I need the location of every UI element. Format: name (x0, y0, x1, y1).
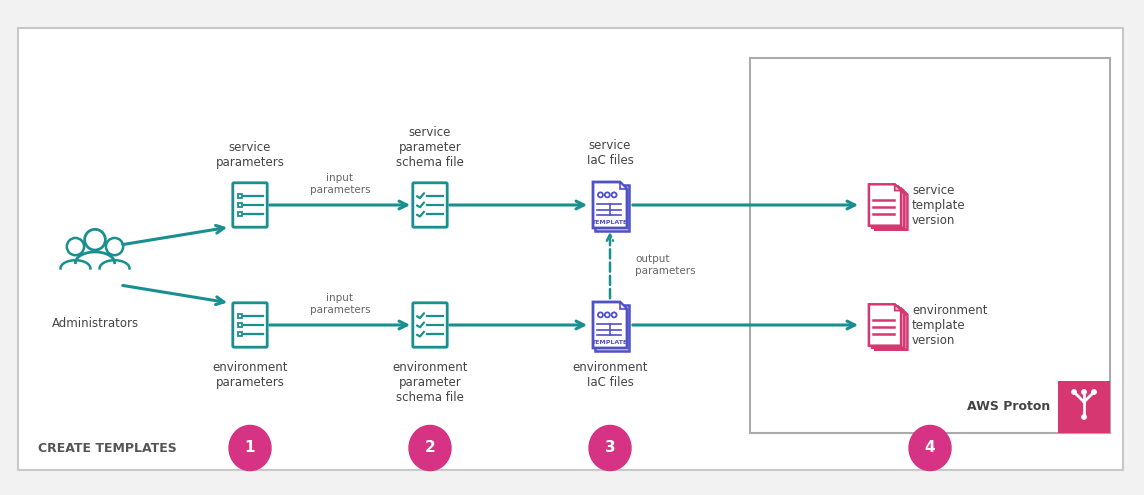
FancyBboxPatch shape (750, 58, 1110, 433)
Bar (238, 323, 243, 327)
Text: service
template
version: service template version (912, 184, 966, 227)
Circle shape (1082, 390, 1086, 394)
Text: environment
template
version: environment template version (912, 303, 987, 346)
Bar (238, 194, 243, 198)
Polygon shape (620, 302, 627, 309)
Ellipse shape (229, 425, 271, 471)
Text: 3: 3 (605, 441, 615, 455)
Circle shape (85, 229, 105, 250)
Circle shape (605, 193, 610, 198)
Bar (238, 212, 243, 216)
Text: 4: 4 (924, 441, 936, 455)
Polygon shape (895, 184, 901, 191)
Circle shape (598, 312, 603, 317)
Circle shape (605, 312, 610, 317)
Polygon shape (869, 184, 901, 226)
Circle shape (612, 193, 617, 198)
Text: environment
IaC files: environment IaC files (572, 361, 648, 389)
Ellipse shape (410, 425, 451, 471)
Polygon shape (875, 188, 907, 230)
Polygon shape (898, 306, 904, 313)
Text: environment
parameter
schema file: environment parameter schema file (392, 361, 468, 404)
Circle shape (1082, 415, 1086, 419)
Text: Administrators: Administrators (51, 317, 138, 330)
Text: service
parameters: service parameters (215, 141, 285, 169)
Ellipse shape (589, 425, 631, 471)
FancyBboxPatch shape (413, 183, 447, 227)
Circle shape (1091, 390, 1096, 394)
Polygon shape (901, 308, 907, 315)
Circle shape (598, 193, 603, 198)
FancyBboxPatch shape (232, 183, 268, 227)
Text: input
parameters: input parameters (310, 294, 371, 315)
Polygon shape (875, 308, 907, 350)
Polygon shape (869, 304, 901, 346)
Text: output
parameters: output parameters (635, 254, 696, 276)
Polygon shape (872, 187, 904, 228)
Circle shape (612, 312, 617, 317)
Polygon shape (872, 306, 904, 348)
Text: TEMPLATE: TEMPLATE (590, 340, 627, 345)
Text: CREATE TEMPLATES: CREATE TEMPLATES (38, 442, 177, 454)
Polygon shape (596, 185, 629, 231)
Text: service
IaC files: service IaC files (587, 139, 634, 167)
FancyBboxPatch shape (232, 303, 268, 347)
Polygon shape (620, 182, 627, 189)
Polygon shape (898, 187, 904, 193)
Bar (238, 314, 243, 318)
Polygon shape (593, 302, 627, 348)
Polygon shape (593, 182, 627, 228)
FancyBboxPatch shape (18, 28, 1123, 470)
Polygon shape (596, 304, 629, 350)
Polygon shape (901, 188, 907, 195)
Text: service
parameter
schema file: service parameter schema file (396, 126, 464, 169)
Text: 1: 1 (245, 441, 255, 455)
Bar (238, 203, 243, 207)
Bar (238, 332, 243, 336)
Ellipse shape (909, 425, 951, 471)
Text: TEMPLATE: TEMPLATE (590, 220, 627, 225)
Polygon shape (895, 304, 901, 311)
Text: 2: 2 (424, 441, 436, 455)
Circle shape (66, 238, 84, 255)
Text: input
parameters: input parameters (310, 173, 371, 195)
Circle shape (1072, 390, 1077, 394)
FancyBboxPatch shape (1058, 381, 1110, 433)
Text: environment
parameters: environment parameters (213, 361, 288, 389)
FancyBboxPatch shape (413, 303, 447, 347)
Circle shape (106, 238, 124, 255)
Text: AWS Proton: AWS Proton (967, 400, 1050, 413)
